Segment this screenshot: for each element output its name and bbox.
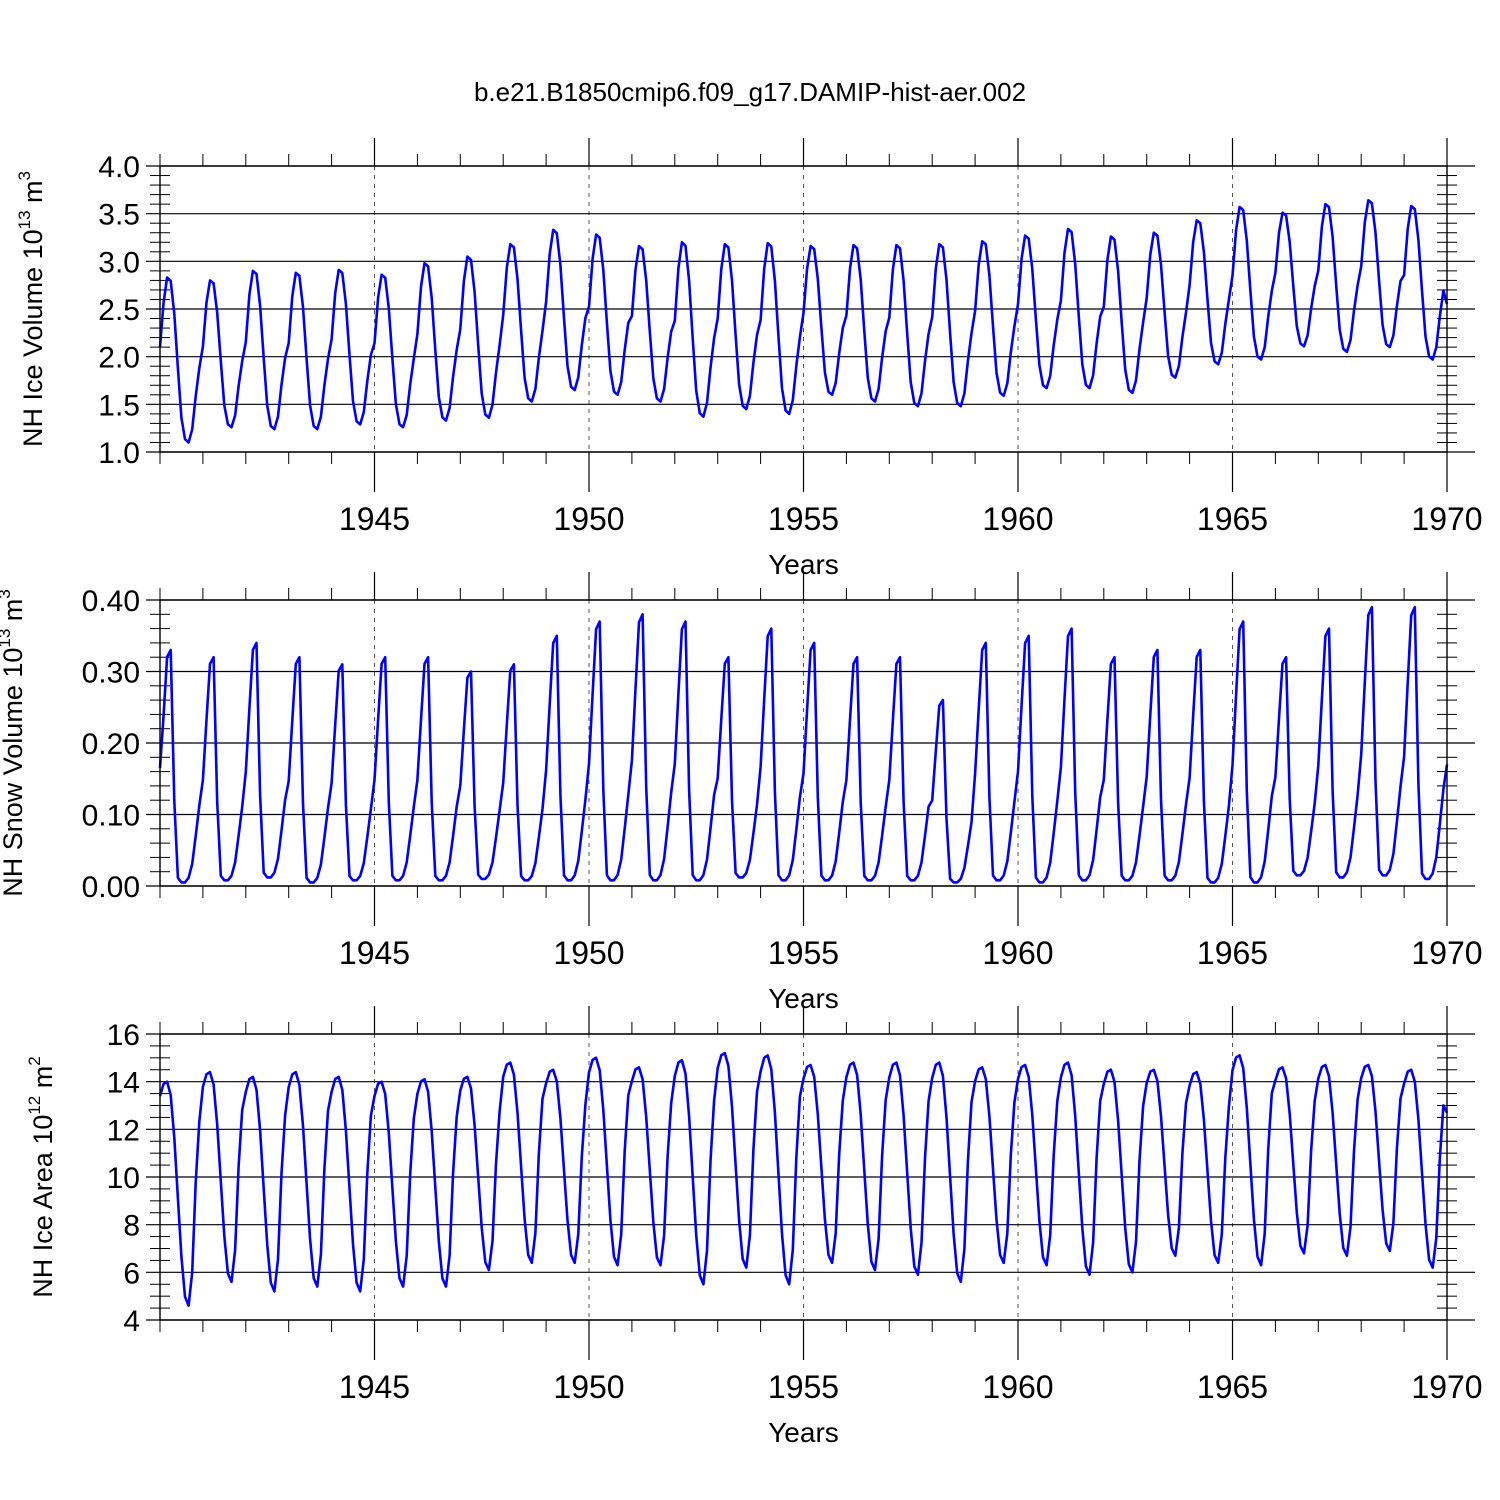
y-axis-label: NH Ice Volume 1013 m3 [15,171,48,447]
plot-frame [159,165,1448,453]
series-line-ice-volume [158,199,1449,444]
y-tick-label: 0.20 [82,728,140,761]
x-tick-label: 1950 [553,1369,624,1405]
panels: 1.0 1.5 2.0 2.5 3.0 3.5 4.0 1945 1950 1955 1960 196… [0,138,1483,1448]
x-tick-label: 1945 [339,935,410,971]
x-tick-label: 1960 [982,935,1053,971]
y-tick-label: 16 [107,1019,140,1052]
x-axis-label: Years [768,1417,839,1448]
x-tick-label: 1960 [982,501,1053,537]
x-tick-label: 1955 [768,1369,839,1405]
y-tick-label: 0.10 [82,800,140,833]
x-tick-label: 1945 [339,1369,410,1405]
x-tick-label: 1955 [768,935,839,971]
plot-frame [159,1033,1448,1321]
x-tick-label: 1955 [768,501,839,537]
x-tick-label: 1945 [339,501,410,537]
x-tick-label: 1960 [982,1369,1053,1405]
x-tick-label: 1970 [1411,935,1482,971]
x-tick-label: 1950 [553,501,624,537]
y-tick-label: 0.30 [82,657,140,690]
y-tick-label: 0.40 [82,585,140,618]
figure-title: b.e21.B1850cmip6.f09_g17.DAMIP-hist-aer.… [474,77,1026,107]
y-axis-label: NH Snow Volume 1013 m3 [0,589,28,897]
plot-frame [159,599,1448,887]
y-tick-label: 8 [123,1210,140,1243]
panel-ice-area: 4 6 8 10 12 14 16 1945 1950 1955 1960 1965 1970 Years… [25,1006,1483,1448]
x-tick-label: 1970 [1411,1369,1482,1405]
x-tick-label: 1965 [1197,501,1268,537]
y-tick-label: 14 [107,1067,140,1100]
y-axis-label: NH Ice Area 1012 m2 [25,1056,58,1297]
y-tick-label: 2.0 [98,342,140,375]
x-tick-label: 1970 [1411,501,1482,537]
y-tick-label: 3.0 [98,246,140,279]
series-line-snow-volume [158,605,1449,884]
y-tick-label: 12 [107,1114,140,1147]
x-tick-label: 1965 [1197,935,1268,971]
y-tick-label: 6 [123,1257,140,1290]
y-tick-label: 1.5 [98,389,140,422]
panel-snow-volume: 0.00 0.10 0.20 0.30 0.40 1945 1950 1955 1960 1965… [0,572,1483,1014]
y-tick-label: 4 [123,1305,140,1338]
y-tick-label: 10 [107,1162,140,1195]
y-tick-label: 1.0 [98,437,140,470]
series-line-ice-area [158,1051,1449,1307]
y-tick-label: 3.5 [98,199,140,232]
y-tick-label: 2.5 [98,294,140,327]
y-tick-label: 4.0 [98,151,140,184]
y-tick-label: 0.00 [82,871,140,904]
panel-ice-volume: 1.0 1.5 2.0 2.5 3.0 3.5 4.0 1945 1950 1955 1960 196… [15,138,1483,580]
x-tick-label: 1950 [553,935,624,971]
x-tick-label: 1965 [1197,1369,1268,1405]
